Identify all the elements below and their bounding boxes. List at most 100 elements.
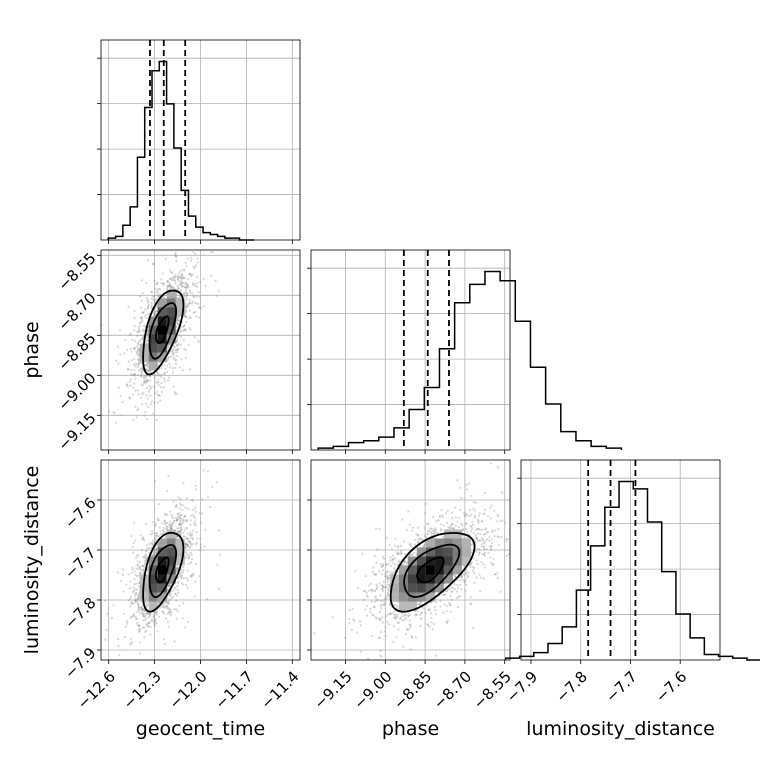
sample-point (176, 316, 179, 319)
sample-point (374, 527, 378, 530)
sample-point (141, 372, 144, 375)
sample-point (196, 261, 199, 264)
sample-point (149, 612, 152, 615)
sample-point (186, 533, 189, 536)
sample-point (143, 315, 146, 318)
sample-point (423, 543, 427, 546)
sample-point (189, 575, 192, 578)
sample-point (174, 359, 177, 362)
sample-point (152, 611, 156, 614)
sample-point (138, 321, 141, 325)
sample-point (145, 296, 148, 299)
sample-point (133, 317, 136, 320)
sample-point (173, 391, 176, 394)
sample-point (492, 509, 496, 512)
sample-point (153, 313, 157, 316)
sample-point (169, 277, 172, 280)
sample-point (456, 583, 459, 587)
sample-point (511, 538, 513, 540)
density-cell (166, 538, 176, 548)
sample-point (135, 334, 139, 337)
sample-point (168, 584, 171, 588)
sample-point (217, 290, 220, 293)
sample-point (163, 605, 166, 608)
sample-point (137, 348, 140, 351)
sample-point (486, 531, 490, 534)
sample-point (381, 564, 384, 567)
sample-point (479, 528, 482, 532)
sample-point (463, 514, 467, 517)
sample-point (448, 602, 451, 605)
sample-point (176, 348, 179, 351)
sample-point (181, 519, 184, 522)
sample-point (434, 526, 437, 530)
sample-point (210, 250, 213, 254)
sample-point (168, 593, 171, 596)
sample-point (189, 531, 192, 534)
sample-point (185, 283, 189, 286)
sample-point (185, 520, 189, 523)
sample-point (445, 621, 448, 624)
sample-point (460, 574, 464, 578)
sample-point (145, 623, 148, 626)
sample-point (217, 587, 221, 590)
sample-point (194, 580, 197, 583)
sample-point (176, 566, 180, 569)
sample-point (403, 614, 406, 617)
sample-point (425, 535, 428, 538)
sample-point (170, 611, 173, 614)
sample-point (158, 394, 161, 397)
sample-point (139, 571, 142, 574)
sample-point (370, 600, 373, 603)
sample-point (168, 608, 172, 611)
sample-point (513, 488, 515, 490)
sample-point (173, 587, 176, 590)
sample-point (163, 379, 167, 383)
sample-point (176, 512, 179, 515)
sample-point (176, 576, 179, 579)
sample-point (143, 380, 146, 384)
sample-point (355, 631, 359, 634)
sample-point (508, 553, 510, 556)
sample-point (486, 514, 490, 518)
sample-point (194, 284, 197, 288)
sample-point (198, 295, 201, 299)
sample-point (211, 251, 214, 254)
sample-point (138, 572, 141, 575)
sample-point (137, 594, 140, 597)
sample-point (187, 302, 190, 305)
sample-point (463, 573, 466, 577)
sample-point (142, 310, 145, 314)
sample-point (179, 517, 182, 520)
sample-point (178, 502, 182, 505)
sample-point (138, 624, 141, 627)
sample-point (407, 628, 410, 631)
sample-point (124, 625, 127, 628)
sample-point (154, 392, 157, 395)
sample-point (515, 565, 517, 567)
sample-point (169, 592, 172, 596)
sample-point (129, 397, 132, 400)
sample-point (162, 603, 165, 606)
sample-point (204, 285, 207, 288)
sample-point (446, 621, 449, 624)
sample-point (132, 590, 135, 593)
sample-point (384, 585, 387, 588)
sample-point (113, 412, 116, 415)
sample-point (137, 563, 140, 566)
sample-point (145, 613, 148, 616)
sample-point (315, 671, 317, 673)
sample-point (211, 485, 214, 489)
sample-point (379, 649, 382, 653)
sample-point (153, 298, 156, 301)
sample-point (459, 486, 462, 489)
sample-point (505, 554, 508, 558)
sample-point (184, 546, 187, 549)
sample-point (405, 562, 408, 565)
sample-point (157, 601, 161, 604)
sample-point (185, 286, 188, 289)
sample-point (155, 535, 158, 538)
sample-point (483, 545, 486, 548)
sample-point (176, 567, 179, 570)
sample-point (386, 577, 389, 581)
